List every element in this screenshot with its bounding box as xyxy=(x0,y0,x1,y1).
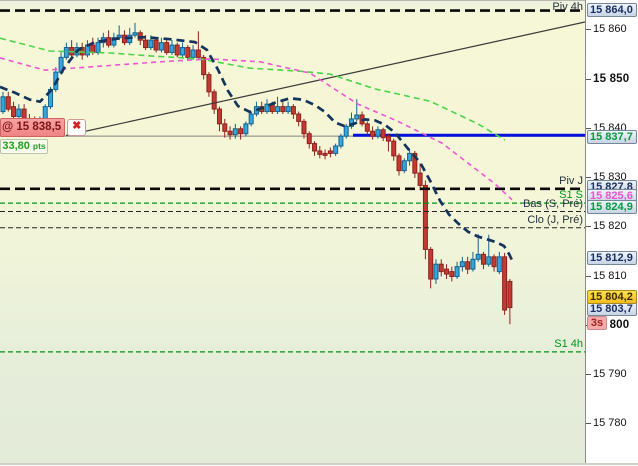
level-label: S1 S xyxy=(559,189,583,202)
axis-tick xyxy=(586,374,591,375)
base-lines xyxy=(0,133,585,137)
trendline-layer xyxy=(65,21,585,137)
ma-navy-layer xyxy=(0,35,515,263)
position-entry-price: @ 15 838,5 xyxy=(0,117,66,137)
axis-tick xyxy=(586,78,591,80)
points-gain-label: 33,80 pts xyxy=(0,139,48,154)
countdown-badge: 3s xyxy=(587,316,607,330)
level-label: Bas (S, Pré) xyxy=(523,197,583,210)
axis-price-box: 15 864,0 xyxy=(587,2,637,17)
ma-magenta-layer xyxy=(0,57,513,201)
window-bottom-edge xyxy=(0,463,638,465)
axis-tick xyxy=(586,177,591,179)
axis-price-box: 15 837,7 xyxy=(587,130,637,144)
chart-canvas[interactable]: Piv 4h Piv J S1 S Bas (S, Pré) Clo (J, Pré) S… xyxy=(0,0,585,465)
axis-price-box: 15 824,9 xyxy=(587,200,637,214)
level-label: Piv J xyxy=(559,174,583,187)
points-value: 33,80 xyxy=(2,140,30,152)
axis-price-box: 15 803,7 xyxy=(587,301,637,316)
axis-price-box: 15 804,2 xyxy=(587,289,637,304)
axis-tick-label: 15 790 xyxy=(593,368,627,380)
axis-tick-label: 15 850 xyxy=(593,72,630,85)
ma-green-layer xyxy=(0,37,506,141)
trendline xyxy=(65,21,585,137)
plot-svg xyxy=(0,9,585,353)
level-label: S1 4h xyxy=(554,337,583,350)
pivot-lines xyxy=(0,9,585,353)
level-label: Clo (J, Pré) xyxy=(527,213,583,226)
axis-tick xyxy=(586,226,591,228)
axis-tick-label: 15 810 xyxy=(593,269,627,282)
ma-magenta xyxy=(0,57,513,201)
position-entry-label: @ 15 838,5 ✖ xyxy=(0,117,87,137)
axis-tick xyxy=(586,423,591,425)
axis-tick-label: 15 780 xyxy=(593,417,627,430)
price-axis[interactable]: 15 860 15 850 15 840 15 830 15 820 15 810 15 8… xyxy=(585,0,638,465)
axis-tick xyxy=(586,127,591,129)
ma-navy xyxy=(0,35,515,263)
candles-layer xyxy=(0,22,513,325)
level-label: Piv 4h xyxy=(552,1,583,13)
close-icon[interactable]: ✖ xyxy=(67,118,87,136)
axis-tick xyxy=(586,29,591,31)
axis-tick xyxy=(586,275,591,277)
axis-tick-label: 15 820 xyxy=(593,220,627,233)
axis-tick-label: 15 860 xyxy=(593,23,627,36)
ma-green xyxy=(0,37,506,141)
points-unit: pts xyxy=(32,141,46,151)
axis-price-box: 15 812,9 xyxy=(587,250,637,265)
